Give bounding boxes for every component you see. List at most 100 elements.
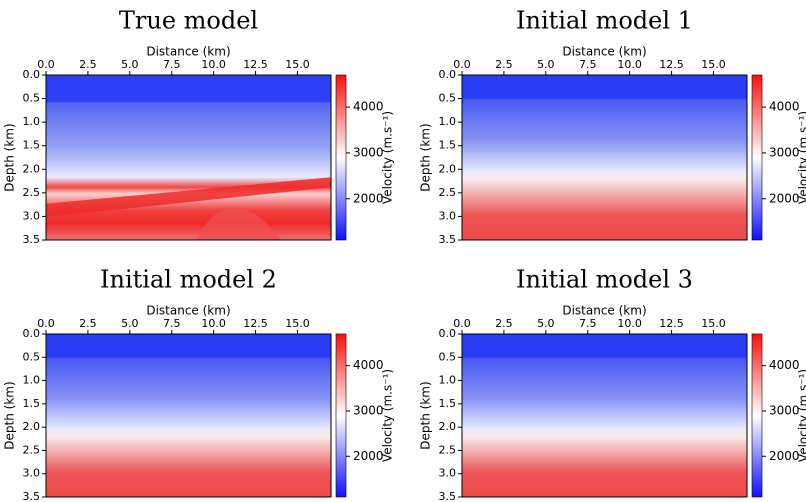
- x-axis-label: Distance (km): [562, 304, 646, 318]
- x-tick-label: 12.5: [659, 58, 684, 71]
- y-tick-label: 1.0: [23, 374, 41, 387]
- y-tick-label: 3.0: [439, 209, 457, 222]
- x-tick-label: 10.0: [201, 58, 226, 71]
- y-tick-label: 0.5: [23, 350, 41, 363]
- colorbar-label: Velocity (m.s⁻¹): [797, 111, 806, 204]
- velocity-structure: [196, 207, 281, 240]
- y-tick-label: 3.0: [23, 209, 41, 222]
- x-axis-label: Distance (km): [146, 304, 230, 318]
- x-tick-label: 2.5: [495, 317, 513, 330]
- y-tick-label: 2.5: [23, 443, 41, 456]
- colorbar-label: Velocity (m.s⁻¹): [797, 369, 806, 462]
- plot-frame: [461, 333, 748, 498]
- x-tick-label: 7.5: [579, 58, 597, 71]
- x-tick-label: 15.0: [701, 58, 726, 71]
- colorbar-label: Velocity (m.s⁻¹): [381, 369, 395, 462]
- y-tick-label: 3.5: [23, 490, 41, 502]
- y-tick-label: 2.5: [23, 186, 41, 199]
- x-tick-label: 7.5: [163, 317, 181, 330]
- x-tick-label: 15.0: [285, 317, 310, 330]
- x-tick-label: 12.5: [243, 58, 268, 71]
- x-axis-label: Distance (km): [146, 45, 230, 59]
- x-tick-label: 15.0: [701, 317, 726, 330]
- colorbar-tick-label: 2000: [353, 449, 384, 463]
- y-tick-label: 2.0: [23, 162, 41, 175]
- velocity-image: [462, 75, 747, 240]
- panel-title: Initial model 3: [516, 266, 693, 294]
- colorbar-tick-label: 2000: [353, 191, 384, 205]
- plot-frame: [461, 74, 748, 241]
- colorbar-tick-label: 4000: [769, 358, 800, 372]
- y-tick-label: 3.0: [23, 467, 41, 480]
- y-axis-label: Depth (km): [419, 381, 433, 449]
- y-tick-label: 2.0: [439, 162, 457, 175]
- y-tick-label: 1.0: [439, 115, 457, 128]
- colorbar-tick-label: 2000: [769, 191, 800, 205]
- y-tick-label: 1.0: [23, 115, 41, 128]
- y-tick-label: 1.5: [439, 397, 457, 410]
- colorbar-tick-label: 3000: [769, 403, 800, 417]
- velocity-image: [462, 334, 747, 497]
- y-axis-label: Depth (km): [3, 381, 17, 449]
- velocity-image: [46, 334, 331, 497]
- x-tick-label: 0.0: [453, 58, 471, 71]
- x-axis-label: Distance (km): [562, 45, 646, 59]
- y-tick-label: 2.5: [439, 443, 457, 456]
- y-tick-label: 0.0: [439, 327, 457, 340]
- velocity-image: [46, 75, 331, 240]
- y-tick-label: 0.5: [439, 350, 457, 363]
- x-tick-label: 12.5: [659, 317, 684, 330]
- x-tick-label: 10.0: [617, 317, 642, 330]
- x-tick-label: 2.5: [79, 317, 97, 330]
- colorbar-tick-label: 3000: [353, 403, 384, 417]
- y-tick-label: 3.5: [439, 233, 457, 246]
- x-tick-label: 2.5: [495, 58, 513, 71]
- y-tick-label: 1.5: [439, 139, 457, 152]
- x-tick-label: 10.0: [201, 317, 226, 330]
- x-tick-label: 0.0: [453, 317, 471, 330]
- panel-title: Initial model 2: [100, 266, 277, 294]
- x-tick-label: 2.5: [79, 58, 97, 71]
- colorbar-tick-label: 3000: [769, 145, 800, 159]
- colorbar-label: Velocity (m.s⁻¹): [381, 111, 395, 204]
- y-tick-label: 0.5: [439, 92, 457, 105]
- x-tick-label: 5.0: [121, 317, 139, 330]
- colorbar: [751, 333, 763, 498]
- x-tick-label: 7.5: [579, 317, 597, 330]
- plot-frame: [45, 333, 332, 498]
- colorbar-tick-label: 4000: [353, 358, 384, 372]
- y-tick-label: 1.5: [23, 139, 41, 152]
- plot-frame: [45, 74, 332, 241]
- y-tick-label: 3.5: [439, 490, 457, 502]
- x-tick-label: 5.0: [121, 58, 139, 71]
- velocity-structure: [46, 177, 331, 217]
- panel-title: Initial model 1: [516, 7, 693, 35]
- y-tick-label: 2.0: [439, 420, 457, 433]
- y-axis-label: Depth (km): [419, 123, 433, 191]
- x-tick-label: 10.0: [617, 58, 642, 71]
- y-tick-label: 3.0: [439, 467, 457, 480]
- x-tick-label: 0.0: [37, 58, 55, 71]
- y-tick-label: 3.5: [23, 233, 41, 246]
- x-tick-label: 15.0: [285, 58, 310, 71]
- x-tick-label: 12.5: [243, 317, 268, 330]
- colorbar-tick-label: 3000: [353, 145, 384, 159]
- x-tick-label: 7.5: [163, 58, 181, 71]
- colorbar: [335, 74, 347, 241]
- x-tick-label: 0.0: [37, 317, 55, 330]
- colorbar: [335, 333, 347, 498]
- y-tick-label: 2.0: [23, 420, 41, 433]
- y-axis-label: Depth (km): [3, 123, 17, 191]
- y-tick-label: 1.5: [23, 397, 41, 410]
- y-tick-label: 2.5: [439, 186, 457, 199]
- y-tick-label: 1.0: [439, 374, 457, 387]
- colorbar: [751, 74, 763, 241]
- y-tick-label: 0.0: [23, 327, 41, 340]
- colorbar-tick-label: 4000: [769, 100, 800, 114]
- x-tick-label: 5.0: [537, 317, 555, 330]
- colorbar-tick-label: 2000: [769, 449, 800, 463]
- colorbar-tick-label: 4000: [353, 100, 384, 114]
- y-tick-label: 0.0: [23, 68, 41, 81]
- x-tick-label: 5.0: [537, 58, 555, 71]
